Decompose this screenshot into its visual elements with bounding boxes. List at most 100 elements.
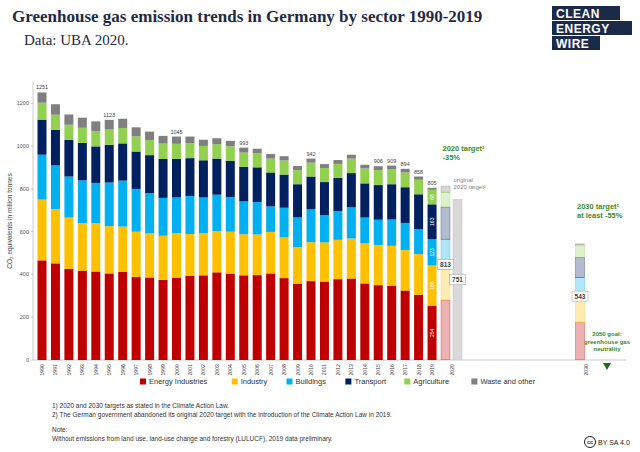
bar-segment: [293, 170, 302, 184]
x-tick-label: 2011: [321, 364, 327, 375]
bar-segment: [428, 188, 437, 190]
x-tick-label: 1998: [147, 364, 153, 376]
bar-segment: [266, 172, 275, 206]
bar-segment: [38, 120, 47, 155]
bar-segment: [280, 156, 289, 160]
bar-segment: [118, 272, 127, 360]
bar-segment: [145, 277, 154, 360]
target-total-label: 751: [452, 276, 463, 283]
bar-segment: [199, 197, 208, 233]
target-label: at least -55%: [577, 211, 623, 220]
bar-segment: [347, 279, 356, 360]
x-tick-label: 2020: [449, 364, 455, 376]
bar-segment: [253, 149, 262, 153]
labels: 1251199019911992199319941123199519961997…: [36, 84, 631, 375]
bar-segment: [172, 159, 181, 198]
bar-segment: [212, 195, 221, 231]
bar-segment: [118, 128, 127, 143]
x-tick-label: 2030: [583, 364, 589, 376]
license: BY SA 4.0: [598, 439, 630, 446]
bar-segment: [105, 226, 114, 273]
bar-segment: [199, 233, 208, 275]
bar-segment: [105, 120, 114, 130]
x-tick-label: 1990: [39, 364, 45, 376]
target-segment: [576, 244, 585, 245]
chart-svg: Greenhouse gas emission trends in German…: [0, 0, 640, 452]
bar-segment: [347, 173, 356, 207]
bar-segment: [253, 234, 262, 275]
bar-segment: [239, 275, 248, 360]
bar-segment: [172, 278, 181, 360]
bar-segment: [333, 279, 342, 360]
bar-segment: [64, 177, 73, 218]
bar-segment: [118, 227, 127, 272]
license-icon: [585, 437, 596, 448]
bar-segment: [199, 146, 208, 160]
bar-segment: [64, 140, 73, 177]
bar-segment: [401, 187, 410, 223]
total-label: 1045: [170, 129, 182, 135]
bar-segment: [266, 159, 275, 173]
total-label: 805: [427, 180, 436, 186]
x-tick-label: 2018: [416, 364, 422, 376]
bar-segment: [320, 182, 329, 215]
bar-segment: [428, 204, 437, 239]
bar-segment: [414, 194, 423, 229]
bar-segment: [185, 143, 194, 158]
logo-text: ENERGY: [556, 22, 610, 36]
y-tick: [31, 274, 33, 275]
x-tick-label: 1995: [106, 364, 112, 376]
bar-segment: [185, 276, 194, 360]
total-box: [438, 259, 454, 269]
bar-segment: [360, 243, 369, 283]
bar-segment: [374, 245, 383, 285]
y-tick: [31, 188, 33, 189]
bar-segment: [307, 209, 316, 242]
bar-segment: [118, 143, 127, 180]
bar-segment: [64, 218, 73, 269]
x-tick-label: 1996: [120, 364, 126, 376]
bar-segment: [307, 163, 316, 177]
bar-segment: [360, 283, 369, 360]
bar-segment: [132, 152, 141, 189]
x-tick-label: 2001: [187, 364, 193, 376]
note-title: Note:: [52, 426, 68, 433]
bar-segment: [239, 201, 248, 234]
bar-segment: [280, 175, 289, 208]
bar-segment: [333, 211, 342, 240]
legend-swatch: [140, 379, 146, 385]
logo-block: [552, 21, 632, 35]
subtitle: Data: UBA 2020.: [24, 32, 129, 48]
bar-segment: [320, 168, 329, 182]
bar-segment: [307, 159, 316, 163]
target-segment: [441, 269, 450, 300]
bar-segment: [374, 220, 383, 245]
bar-segment: [159, 280, 168, 360]
x-tick-label: 2014: [362, 364, 368, 376]
legend-label: Agriculture: [413, 377, 449, 386]
target-segment: [441, 192, 450, 207]
title: Greenhouse gas emission trends in German…: [12, 7, 482, 26]
bar-segment: [320, 242, 329, 281]
bar-segment: [320, 164, 329, 168]
x-tick-label: 1992: [66, 364, 72, 376]
bar-segment: [159, 136, 168, 144]
bar-segment: [145, 193, 154, 233]
bar-segment: [307, 242, 316, 281]
bar-segment: [401, 223, 410, 250]
target-segment: [576, 257, 585, 277]
target-label: 2020 target¹: [443, 144, 486, 153]
legend-label: Energy Industries: [149, 377, 208, 386]
bar-segment: [212, 231, 221, 272]
target-segment: [441, 207, 450, 239]
y-tick: [31, 103, 33, 104]
target-label: -35%: [443, 153, 461, 162]
goal-label: 2050 goal:: [592, 331, 621, 337]
bar-segment: [132, 136, 141, 151]
bar-segment: [118, 181, 127, 227]
x-tick-label: 2008: [281, 364, 287, 376]
bar-segment: [51, 263, 60, 360]
bar-segment: [51, 165, 60, 209]
bar-segment: [387, 246, 396, 286]
bar-segment: [51, 209, 60, 263]
